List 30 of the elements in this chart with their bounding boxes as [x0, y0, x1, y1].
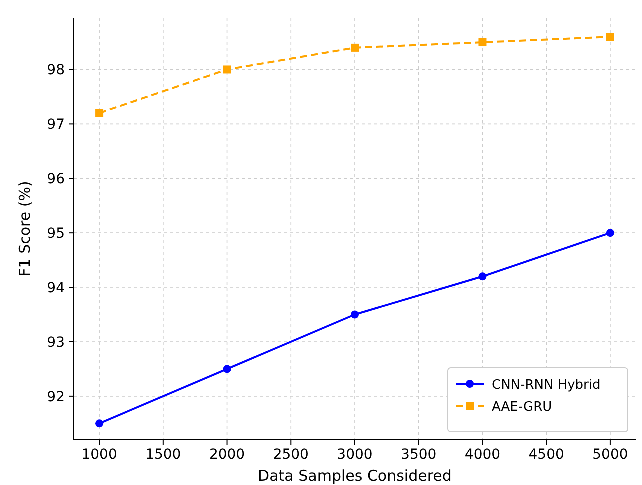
- x-axis-title: Data Samples Considered: [258, 467, 452, 485]
- x-tick-label: 2000: [209, 447, 246, 463]
- legend-label: AAE-GRU: [492, 400, 552, 415]
- point: [351, 310, 359, 319]
- x-tick-label: 2500: [273, 447, 309, 463]
- y-tick-label: 98: [47, 62, 65, 79]
- point: [223, 66, 232, 74]
- y-tick-label: 97: [47, 117, 65, 134]
- y-axis-title: F1 Score (%): [16, 181, 34, 277]
- x-tick-label: 3000: [337, 447, 373, 463]
- x-tick-label: 4000: [464, 447, 501, 463]
- point: [223, 365, 232, 374]
- x-tick-label: 3500: [401, 447, 437, 463]
- y-tick-label: 95: [47, 226, 65, 242]
- point: [96, 109, 104, 118]
- legend-label: CNN-RNN Hybrid: [492, 378, 601, 393]
- y-tick-label: 94: [47, 280, 66, 297]
- x-tick-label: 5000: [592, 447, 628, 463]
- x-tick-label: 1500: [146, 447, 182, 463]
- point: [606, 33, 614, 42]
- point: [96, 420, 104, 428]
- y-tick-label: 96: [47, 172, 66, 188]
- point: [351, 44, 359, 52]
- x-tick-label: 1000: [82, 447, 118, 463]
- y-tick-label: 92: [47, 389, 65, 406]
- point: [478, 272, 487, 281]
- point: [478, 38, 487, 47]
- point: [606, 229, 614, 238]
- y-tick-label: 93: [47, 334, 65, 351]
- x-tick-label: 4500: [528, 447, 564, 463]
